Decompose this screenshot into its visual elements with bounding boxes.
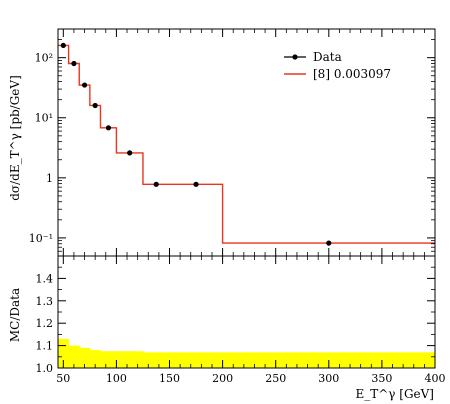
xtick-label: 400 — [425, 372, 446, 385]
data-point — [105, 125, 112, 131]
xtick-label: 350 — [371, 372, 392, 385]
xtick-label: 100 — [106, 372, 127, 385]
legend-data-label: Data — [313, 50, 342, 64]
data-point — [153, 181, 159, 187]
data-point — [71, 60, 77, 67]
legend-data-marker — [292, 54, 298, 60]
main-ytick-label: 10¹ — [35, 112, 53, 125]
ratio-ylabel: MC/Data — [8, 288, 22, 342]
ratio-band-bin — [169, 352, 224, 368]
ratio-ytick-label: 1.3 — [36, 295, 54, 308]
legend: Data [8] 0.003097 — [284, 50, 391, 81]
ratio-band-bin — [142, 352, 171, 368]
ratio-ytick-label: 1.1 — [36, 340, 54, 353]
ratio-ytick-label: 1.0 — [36, 362, 54, 375]
ratio-band-bin — [100, 351, 117, 368]
main-frame — [57, 28, 436, 257]
ratio-band-bin — [89, 350, 101, 368]
data-point — [92, 102, 98, 109]
xtick-label: 250 — [265, 372, 286, 385]
ratio-ytick-label: 1.4 — [36, 272, 54, 285]
main-panel: 10² 10¹ 1 10⁻¹ — [29, 28, 436, 257]
data-point — [326, 240, 332, 246]
data-point — [60, 42, 66, 49]
ratio-ytick-label: 1.2 — [36, 317, 54, 330]
data-point — [127, 150, 133, 156]
data-point — [193, 181, 199, 187]
ratio-band-bin — [116, 351, 144, 368]
main-ytick-label: 10⁻¹ — [29, 232, 53, 245]
xtick-label: 200 — [212, 372, 233, 385]
xtick-label: 150 — [159, 372, 180, 385]
xtick-label: 300 — [318, 372, 339, 385]
xtick-label: 50 — [56, 372, 70, 385]
ratio-band-bin — [68, 345, 80, 368]
ratio-panel: 50 100 150 200 250 300 350 400 1.0 1.1 1.2 1.3 1.4 — [36, 255, 446, 385]
ratio-band-bin — [58, 338, 70, 368]
xlabel: E_T^γ [GeV] — [355, 387, 434, 401]
ratio-band-bin — [79, 347, 91, 368]
legend-mc-label: [8] 0.003097 — [313, 67, 391, 81]
main-ytick-label: 10² — [35, 52, 53, 65]
main-ylabel: dσ/dE_T^γ [pb/GeV] — [8, 75, 22, 201]
main-ytick-label: 1 — [46, 172, 53, 185]
data-point — [81, 82, 88, 88]
